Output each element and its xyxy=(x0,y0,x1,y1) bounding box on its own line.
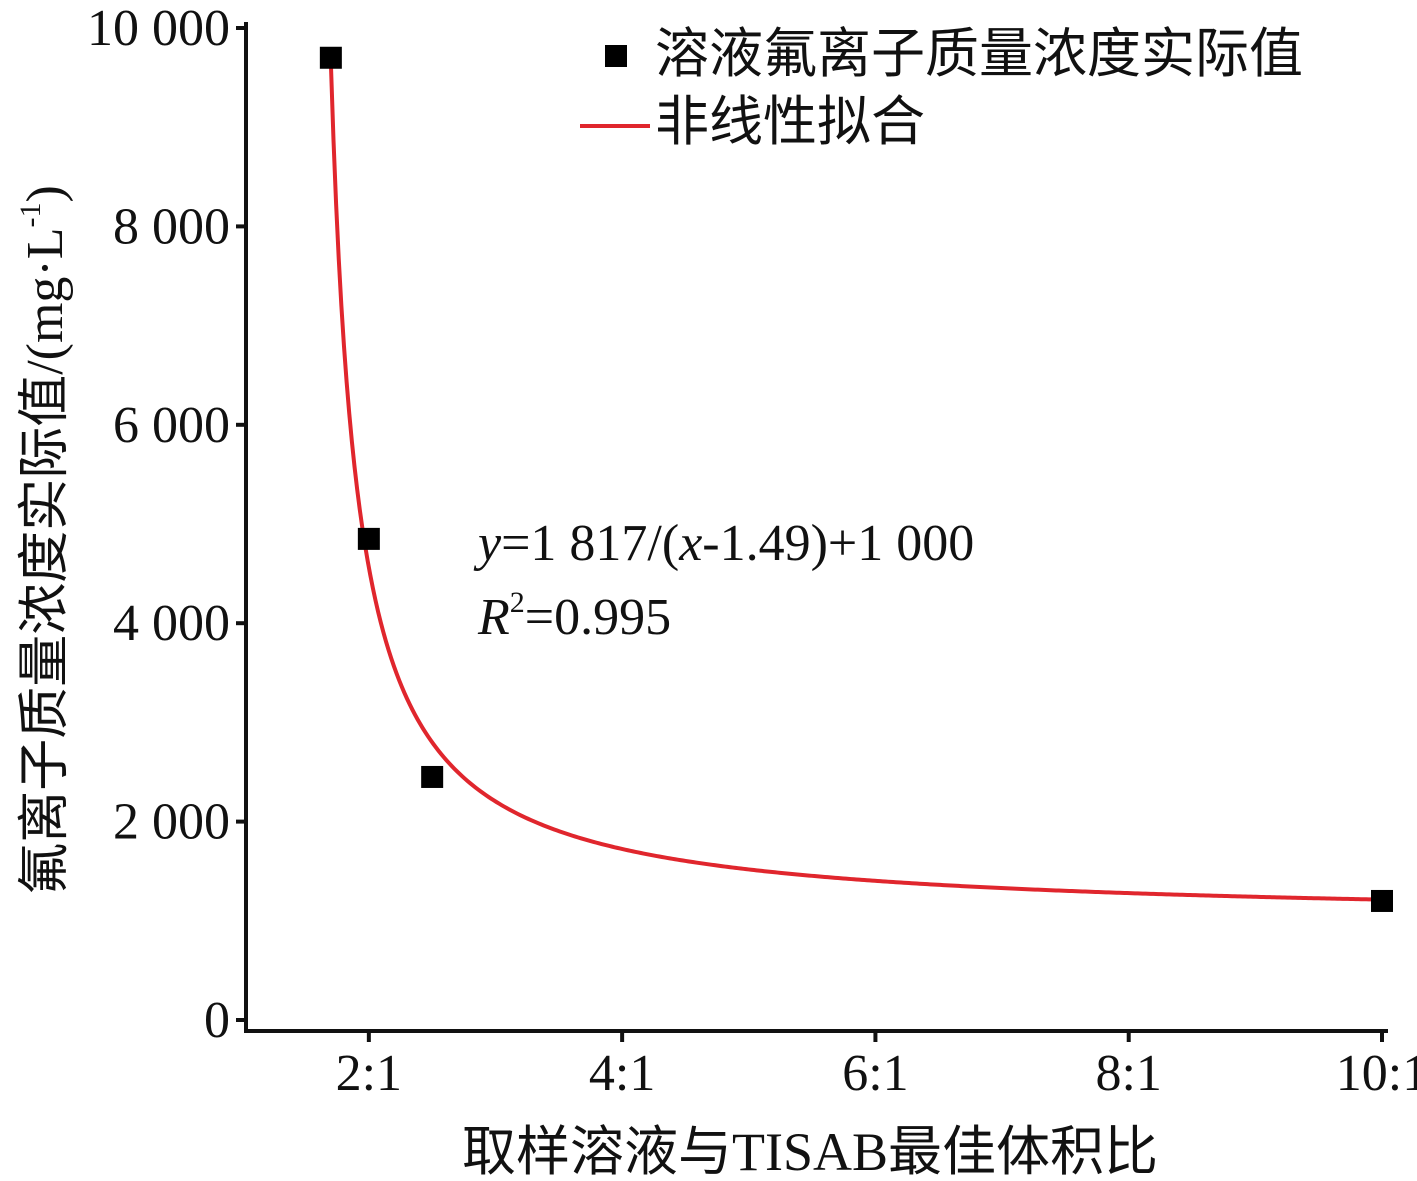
data-point-3 xyxy=(1371,889,1393,912)
data-point-1 xyxy=(357,527,380,550)
legend-marker-scatter xyxy=(605,45,627,67)
fit-annotation: y=1 817/(x-1.49)+1 000 R2=0.995 xyxy=(473,515,974,646)
r-squared-text: R2=0.995 xyxy=(477,586,671,646)
legend-label-scatter: 溶液氟离子质量浓度实际值 xyxy=(655,24,1303,84)
y-tick-label-2: 4 000 xyxy=(113,595,230,652)
data-point-2 xyxy=(421,765,444,788)
data-points xyxy=(319,46,1393,912)
fit-curve xyxy=(328,62,1383,902)
x-tick-label-2: 6:1 xyxy=(842,1045,908,1102)
x-tick-label-3: 8:1 xyxy=(1095,1045,1161,1102)
legend: 溶液氟离子质量浓度实际值 非线性拟合 xyxy=(580,24,1303,152)
data-point-0 xyxy=(319,46,342,69)
y-tick-label-0: 0 xyxy=(204,992,230,1049)
y-tick-label-5: 10 000 xyxy=(87,0,230,57)
y-ticks: 0 2 000 4 000 6 000 8 000 10 000 xyxy=(87,0,246,1049)
y-tick-label-4: 8 000 xyxy=(113,198,230,255)
legend-label-line: 非线性拟合 xyxy=(655,92,925,152)
x-tick-label-4: 10:1 xyxy=(1336,1045,1417,1102)
equation-text: y=1 817/(x-1.49)+1 000 xyxy=(473,515,974,572)
y-axis-title: 氟离子质量浓度实际值/(mg·L-1) xyxy=(14,185,74,895)
x-axis-title: 取样溶液与TISAB最佳体积比 xyxy=(462,1122,1158,1181)
x-tick-label-1: 4:1 xyxy=(589,1045,655,1102)
x-ticks: 2:1 4:1 6:1 8:1 10:1 xyxy=(336,1031,1417,1102)
y-tick-label-1: 2 000 xyxy=(113,794,230,851)
y-tick-label-3: 6 000 xyxy=(113,397,230,454)
axes xyxy=(244,22,1388,1033)
x-tick-label-0: 2:1 xyxy=(336,1045,402,1102)
